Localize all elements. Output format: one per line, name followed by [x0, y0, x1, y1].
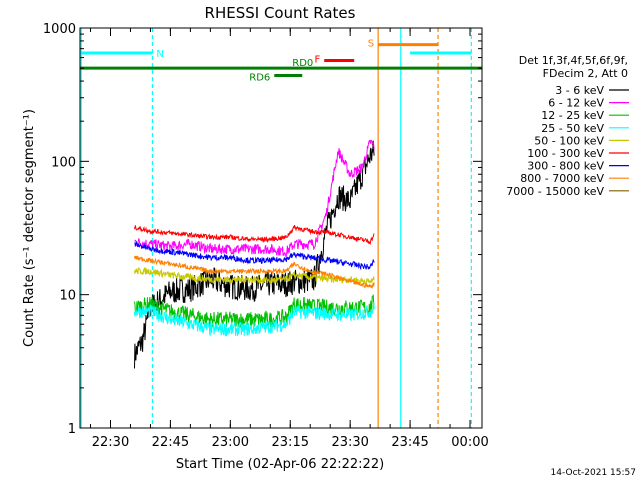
legend-entry-label: 3 - 6 keV [555, 84, 604, 97]
y-tick-label: 1000 [43, 22, 76, 37]
mode-bar-label: RD0 [292, 58, 313, 69]
mode-bar-label: N [156, 49, 163, 60]
series-line [134, 240, 375, 271]
x-axis: 22:30 22:45 23:00 23:15 23:30 23:45 00:00 [90, 28, 489, 450]
x-tick-label: 23:00 [212, 435, 249, 450]
chart-title: RHESSI Count Rates [205, 4, 356, 22]
plot-content: N RD6 RD0 F S [80, 28, 482, 428]
x-tick-label: 00:00 [451, 435, 488, 450]
x-tick-label: 23:30 [331, 435, 368, 450]
legend-entry-label: 7000 - 15000 keV [506, 185, 604, 198]
y-axis: 1 10 100 1000 [43, 22, 482, 437]
y-tick-label: 1 [68, 422, 76, 437]
mode-bar-label: F [314, 55, 320, 66]
legend: Det 1f,3f,4f,5f,6f,9f,FDecim 2, Att 0 3 -… [506, 54, 629, 198]
legend-entry-label: 100 - 300 keV [527, 147, 604, 160]
x-tick-label: 23:15 [272, 435, 309, 450]
series-line [134, 139, 375, 259]
x-tick-label: 22:30 [92, 435, 129, 450]
legend-entry-label: 12 - 25 keV [541, 109, 604, 122]
plot-frame [79, 27, 483, 429]
legend-entry-label: 50 - 100 keV [534, 134, 604, 147]
mode-bar-label: S [368, 39, 374, 50]
legend-entry-label: 300 - 800 keV [527, 160, 604, 173]
series-line [134, 224, 375, 246]
series-line [134, 140, 375, 369]
series-line [134, 302, 375, 337]
y-axis-label: Count Rate (s⁻¹ detector segment⁻¹) [22, 109, 37, 347]
legend-header: Det 1f,3f,4f,5f,6f,9f, [519, 54, 628, 67]
x-tick-label: 23:45 [391, 435, 428, 450]
y-tick-label: 10 [59, 289, 76, 304]
mode-bar-label: RD6 [249, 73, 270, 84]
legend-entry-label: 25 - 50 keV [541, 122, 604, 135]
y-tick-label: 100 [51, 155, 76, 170]
legend-entry-label: 6 - 12 keV [548, 97, 604, 110]
x-tick-label: 22:45 [152, 435, 189, 450]
x-axis-label: Start Time (02-Apr-06 22:22:22) [176, 457, 384, 472]
legend-entry-label: 800 - 7000 keV [520, 172, 604, 185]
timestamp: 14-Oct-2021 15:57 [551, 468, 636, 478]
legend-header: FDecim 2, Att 0 [543, 67, 628, 80]
series-line [134, 255, 375, 290]
